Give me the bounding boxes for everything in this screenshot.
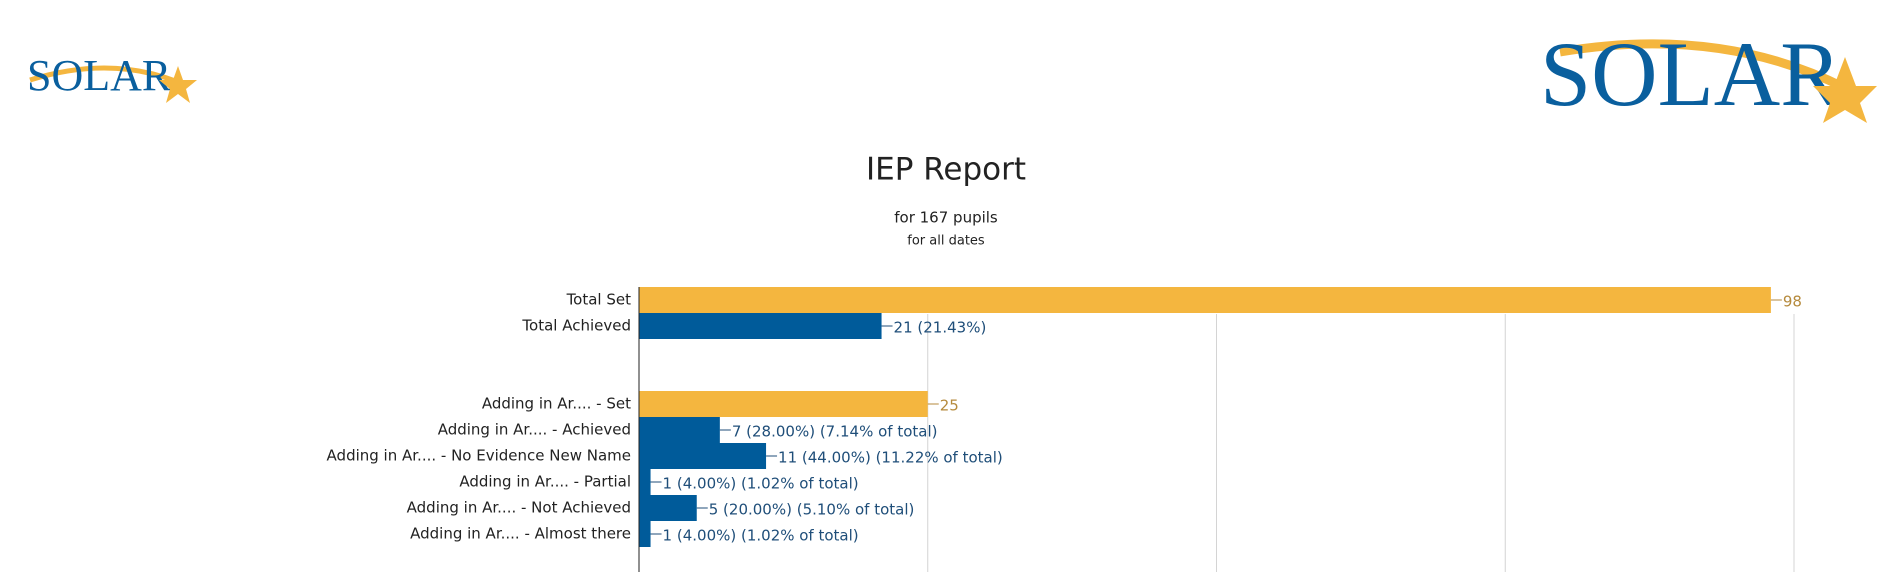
logo-text: SOLAR	[27, 51, 172, 100]
logo-swoosh	[1559, 39, 1848, 93]
value-label: 11 (44.00%) (11.22% of total)	[778, 449, 1003, 467]
category-label: Adding in Ar.... - No Evidence New Name	[327, 447, 631, 465]
category-label: Total Set	[566, 291, 632, 309]
bar	[639, 417, 720, 443]
logo-right: SOLAR	[1540, 23, 1877, 125]
chart-subtitle: for all dates	[907, 234, 985, 249]
logo-text: SOLAR	[1540, 23, 1842, 125]
value-label: 21 (21.43%)	[894, 319, 987, 337]
category-label: Total Achieved	[521, 317, 631, 335]
bar	[639, 521, 651, 547]
category-label: Adding in Ar.... - Almost there	[410, 525, 631, 543]
category-label: Adding in Ar.... - Partial	[459, 473, 631, 491]
logo-left: SOLAR	[27, 51, 197, 103]
bar	[639, 391, 928, 417]
value-label: 5 (20.00%) (5.10% of total)	[709, 501, 915, 519]
bar	[639, 443, 767, 469]
chart-subtitle: for 167 pupils	[894, 209, 998, 227]
chart-title: IEP Report	[866, 152, 1026, 188]
value-label: 7 (28.00%) (7.14% of total)	[732, 423, 938, 441]
value-label: 1 (4.00%) (1.02% of total)	[663, 475, 859, 493]
bar	[639, 313, 882, 339]
value-label: 98	[1783, 293, 1802, 311]
value-label: 25	[940, 397, 959, 415]
category-label: Adding in Ar.... - Achieved	[438, 421, 631, 439]
category-label: Adding in Ar.... - Set	[482, 395, 631, 413]
logo-star	[1813, 57, 1877, 123]
bar	[639, 469, 651, 495]
logo-star	[159, 66, 197, 103]
bar	[639, 287, 1771, 313]
value-label: 1 (4.00%) (1.02% of total)	[663, 527, 859, 545]
category-label: Adding in Ar.... - Not Achieved	[407, 499, 631, 517]
logo-swoosh	[29, 65, 179, 85]
bar	[639, 495, 697, 521]
